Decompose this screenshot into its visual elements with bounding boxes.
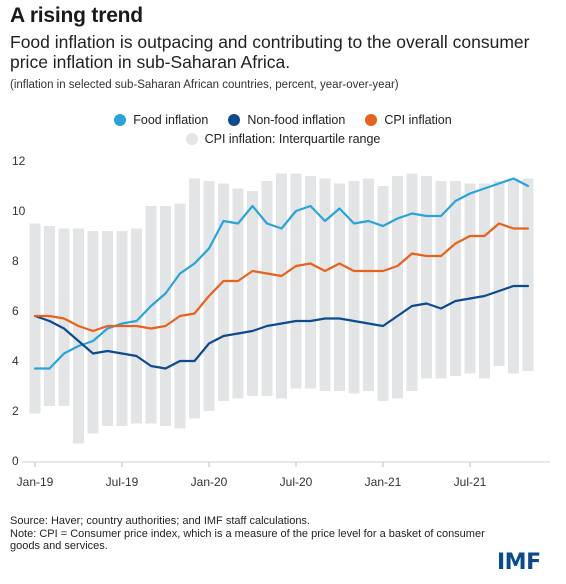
y-tick-label: 12 (12, 154, 26, 168)
iqr-bars (29, 173, 534, 444)
legend-swatch-iqr (185, 133, 198, 145)
iqr-bar (218, 183, 229, 401)
line-chart: 0 2 4 6 8 10 12 Jan-19 Jul-19 Jan-20 Jul-20 Jan-21 J… (12, 154, 550, 489)
source-text: Source: Haver; country authorities; and … (10, 515, 310, 527)
iqr-bar (334, 183, 345, 391)
chart-units-note: (inflation in selected sub-Saharan Afric… (10, 79, 399, 91)
iqr-bar (290, 173, 302, 389)
y-tick-label: 8 (12, 254, 19, 268)
series-lines (33, 177, 530, 370)
iqr-bar (392, 176, 403, 399)
iqr-bar (160, 206, 171, 426)
iqr-bar (189, 178, 200, 419)
legend-label-food: Food inflation (133, 113, 209, 127)
iqr-bar (522, 178, 534, 371)
legend-item-cpi: CPI inflation (365, 113, 452, 127)
iqr-bar (116, 231, 128, 426)
iqr-bar (261, 181, 273, 396)
footnote-text: Note: CPI = Consumer price index, which … (10, 527, 485, 553)
legend-row-2: CPI inflation: Interquartile range (0, 132, 566, 146)
iqr-bar (276, 173, 287, 399)
series-line-nonfood (33, 284, 530, 370)
x-tick-label: Jul-19 (106, 475, 139, 489)
iqr-bar (363, 178, 374, 391)
legend-swatch-cpi (365, 114, 378, 126)
x-tick-label: Jul-21 (454, 475, 487, 489)
y-tick-label: 4 (12, 354, 19, 368)
iqr-bar (247, 191, 258, 396)
iqr-bar (145, 206, 157, 424)
legend-item-iqr: CPI inflation: Interquartile range (185, 132, 381, 146)
y-tick-label: 0 (12, 454, 19, 468)
iqr-bar (73, 228, 84, 444)
iqr-bar (479, 183, 490, 379)
legend-swatch-food (114, 114, 127, 126)
tick-labels: 0 2 4 6 8 10 12 Jan-19 Jul-19 Jan-20 Jul-20 Jan-21 J… (12, 154, 487, 489)
imf-logo: IMF (497, 550, 541, 575)
legend-label-cpi: CPI inflation (384, 113, 452, 127)
legend-item-nonfood: Non-food inflation (228, 113, 345, 127)
iqr-bar (464, 183, 476, 374)
legend-swatch-nonfood (228, 114, 241, 126)
chart-title: A rising trend (10, 4, 143, 27)
iqr-bar (377, 186, 389, 401)
iqr-bar (406, 173, 418, 391)
iqr-bar (348, 181, 360, 394)
y-tick-label: 10 (12, 204, 26, 218)
legend-row-1: Food inflation Non-food inflation CPI in… (0, 113, 566, 127)
chart-source: Source: Haver; country authorities; and … (10, 515, 490, 553)
y-tick-label: 6 (12, 304, 19, 318)
series-line-cpi (33, 222, 530, 333)
iqr-bar (450, 181, 461, 376)
legend-item-food: Food inflation (114, 113, 208, 127)
chart-subtitle: Food inflation is outpacing and contribu… (10, 32, 530, 72)
iqr-bar (232, 188, 244, 399)
iqr-bar (87, 231, 99, 434)
legend-label-nonfood: Non-food inflation (247, 113, 346, 127)
iqr-bar (435, 181, 447, 379)
x-tick-label: Jul-20 (280, 475, 313, 489)
iqr-bar (58, 228, 70, 406)
x-tick-label: Jan-20 (191, 475, 228, 489)
iqr-bar (493, 181, 505, 366)
iqr-bar (29, 223, 41, 414)
y-tick-label: 2 (12, 404, 19, 418)
iqr-bar (421, 176, 432, 379)
iqr-bar (508, 178, 519, 374)
chart-axes (22, 461, 550, 467)
legend-label-iqr: CPI inflation: Interquartile range (204, 132, 381, 146)
iqr-bar (319, 178, 331, 391)
iqr-bar (305, 176, 316, 389)
x-tick-label: Jan-21 (365, 475, 402, 489)
x-tick-label: Jan-19 (17, 475, 54, 489)
